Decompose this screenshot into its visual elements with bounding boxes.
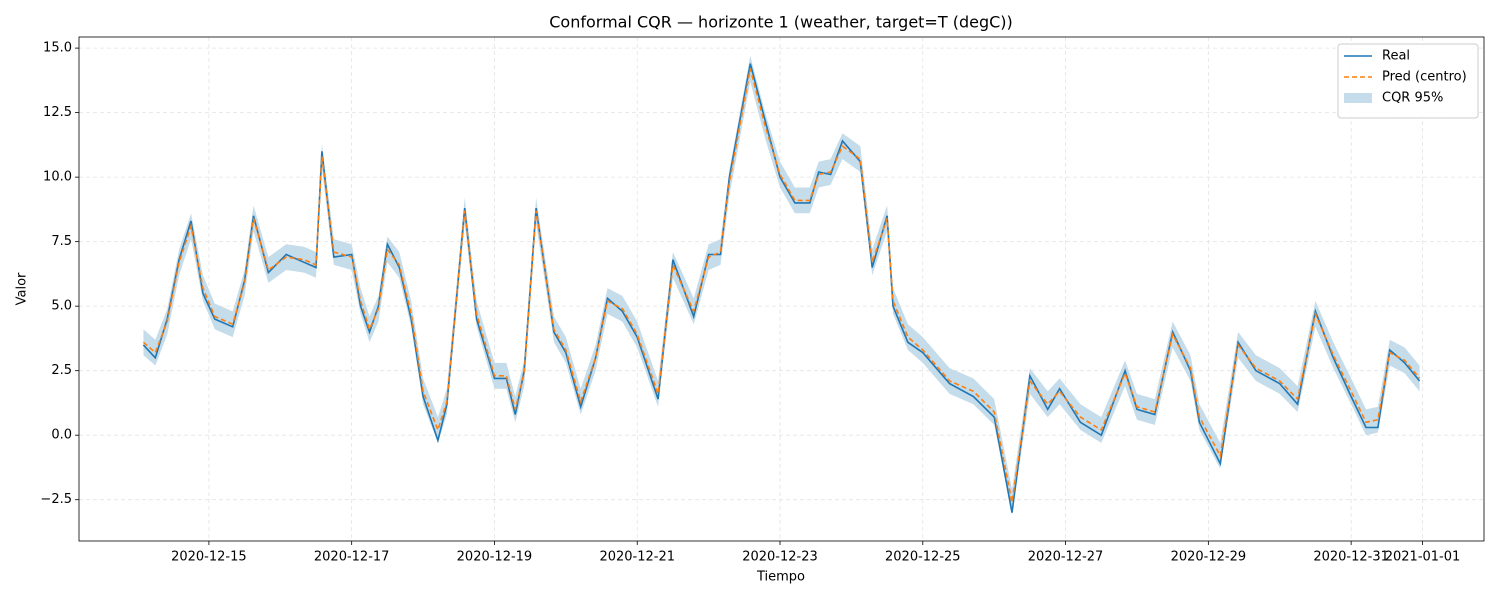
- y-tick-label: 2.5: [51, 363, 72, 378]
- y-tick-label: 5.0: [51, 299, 72, 314]
- x-tick-label: 2020-12-17: [314, 550, 390, 565]
- x-tick-label: 2020-12-25: [885, 550, 961, 565]
- line-series: [142, 68, 1421, 503]
- x-tick-label: 2020-12-31: [1313, 550, 1389, 565]
- y-tick-label: −2.5: [40, 492, 72, 507]
- x-axis-label: Tiempo: [756, 570, 805, 585]
- x-tick-label: 2020-12-23: [742, 550, 818, 565]
- legend: Real Pred (centro) CQR 95%: [1337, 43, 1479, 119]
- y-axis-label: Valor: [15, 272, 30, 305]
- x-tick-label: 2020-12-19: [457, 550, 533, 565]
- plot-frame: [78, 36, 1485, 542]
- x-tick-label: 2020-12-21: [599, 550, 675, 565]
- legend-label: Real: [1382, 49, 1410, 64]
- chart-title: Conformal CQR — horizonte 1 (weather, ta…: [549, 13, 1013, 32]
- y-tick-label: 10.0: [43, 170, 72, 185]
- legend-box: [1337, 43, 1479, 119]
- y-tick-label: 7.5: [51, 234, 72, 249]
- x-tick-label: 2020-12-27: [1028, 550, 1104, 565]
- y-tick-label: 12.5: [43, 105, 72, 120]
- legend-swatch: [1344, 93, 1372, 103]
- legend-label: CQR 95%: [1382, 91, 1443, 106]
- cqr-band: [143, 55, 1420, 516]
- legend-label: Pred (centro): [1382, 70, 1467, 85]
- y-tick-label: 0.0: [51, 428, 72, 443]
- line-series: [142, 63, 1421, 513]
- x-tick-label: 2020-12-29: [1171, 550, 1247, 565]
- y-tick-label: 15.0: [43, 41, 72, 56]
- x-tick-label: 2021-01-01: [1385, 550, 1461, 565]
- x-tick-label: 2020-12-15: [171, 550, 247, 565]
